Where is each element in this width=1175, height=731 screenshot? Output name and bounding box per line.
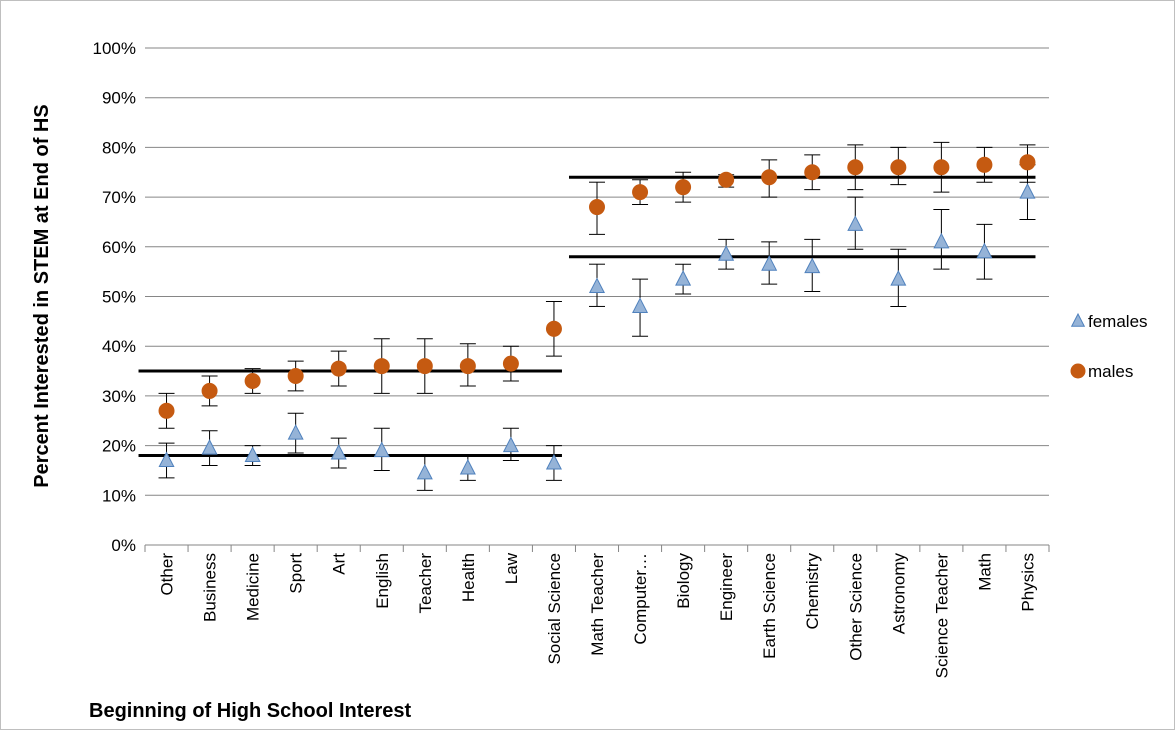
x-tick-label: Art xyxy=(330,553,349,575)
female-point xyxy=(330,443,347,460)
female-point xyxy=(632,297,649,313)
female-point xyxy=(545,453,562,470)
male-point xyxy=(502,355,519,372)
male-point xyxy=(158,402,175,419)
x-tick-label: Biology xyxy=(674,553,693,609)
male-point xyxy=(545,320,562,337)
male-point xyxy=(632,184,649,201)
legend-label: males xyxy=(1088,362,1133,381)
female-point xyxy=(890,270,907,286)
y-tick-label: 30% xyxy=(102,387,136,406)
female-point xyxy=(416,463,433,480)
y-axis-title: Percent Interested in STEM at End of HS xyxy=(31,104,53,487)
female-point xyxy=(588,277,606,294)
x-tick-label: Law xyxy=(502,552,521,584)
female-point xyxy=(718,245,735,261)
y-tick-label: 80% xyxy=(102,138,136,157)
female-point xyxy=(502,436,519,453)
y-tick-label: 50% xyxy=(102,288,136,307)
female-point xyxy=(459,458,476,475)
y-tick-label: 100% xyxy=(93,39,136,58)
x-tick-label: Earth Science xyxy=(760,553,779,659)
female-point xyxy=(201,438,218,455)
female-point xyxy=(1019,183,1036,199)
male-point xyxy=(890,159,907,176)
y-tick-label: 40% xyxy=(102,337,136,356)
x-axis: Other Business Medicine Sport Art English Teac… xyxy=(144,544,1050,679)
x-tick-label: Other Science xyxy=(846,553,865,661)
x-tick-label: Math xyxy=(975,553,994,591)
male-point xyxy=(761,169,778,186)
x-tick-label: Engineer xyxy=(717,553,736,621)
male-point xyxy=(589,199,605,216)
y-tick-label: 20% xyxy=(102,437,136,456)
female-point xyxy=(373,441,390,458)
male-point xyxy=(1019,154,1036,171)
female-point xyxy=(244,446,261,463)
x-tick-label: Math Teacher xyxy=(588,553,607,656)
male-point xyxy=(976,156,993,173)
male-point xyxy=(373,358,390,375)
male-point xyxy=(804,164,821,181)
y-tick-label: 70% xyxy=(102,188,136,207)
male-point xyxy=(459,358,476,375)
x-tick-label: English xyxy=(373,553,392,609)
legend: females males xyxy=(1070,312,1148,381)
y-tick-label: 60% xyxy=(102,238,136,257)
male-point xyxy=(330,360,347,377)
male-point xyxy=(718,171,735,188)
male-point xyxy=(287,368,304,385)
x-tick-label: Sport xyxy=(287,553,306,594)
x-tick-label: Health xyxy=(459,553,478,602)
y-tick-label: 90% xyxy=(102,89,136,108)
y-tick-label: 0% xyxy=(111,536,136,555)
male-point xyxy=(675,179,692,196)
x-tick-label: Social Science xyxy=(545,553,564,665)
x-tick-label: Medicine xyxy=(244,553,263,621)
female-point xyxy=(976,242,993,259)
female-point xyxy=(804,257,821,274)
x-axis-title: Beginning of High School Interest xyxy=(89,700,412,722)
female-point xyxy=(761,255,778,271)
x-tick-label: Computer… xyxy=(631,553,650,645)
male-point xyxy=(201,382,218,399)
reference-lines xyxy=(138,175,1036,458)
male-point xyxy=(933,159,950,176)
female-point xyxy=(158,451,175,468)
male-point xyxy=(416,358,433,375)
x-tick-label: Science Teacher xyxy=(932,553,951,679)
female-point xyxy=(287,424,304,440)
x-tick-label: Physics xyxy=(1018,553,1037,612)
female-point xyxy=(847,215,864,231)
female-point xyxy=(675,270,692,286)
legend-female-marker xyxy=(1070,312,1086,327)
data-markers xyxy=(158,154,1036,480)
x-tick-label: Teacher xyxy=(416,553,435,614)
x-tick-label: Other xyxy=(158,553,177,596)
x-tick-label: Chemistry xyxy=(803,553,822,630)
x-tick-label: Astronomy xyxy=(889,553,908,635)
y-axis-tick-labels: 0% 10% 20% 30% 40% 50% 60% 70% 80% 90% 100% xyxy=(93,39,136,555)
y-tick-label: 10% xyxy=(102,486,136,505)
legend-male-marker xyxy=(1070,363,1086,379)
male-point xyxy=(847,159,864,176)
legend-label: females xyxy=(1088,312,1148,331)
male-point xyxy=(244,372,261,389)
female-point xyxy=(933,232,950,249)
x-tick-label: Business xyxy=(201,553,220,622)
